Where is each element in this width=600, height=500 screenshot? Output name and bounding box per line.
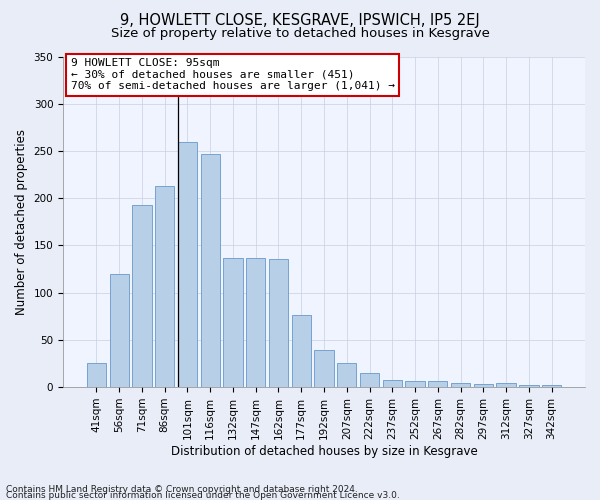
Bar <box>87 364 106 387</box>
Bar <box>360 373 379 387</box>
Text: Contains public sector information licensed under the Open Government Licence v3: Contains public sector information licen… <box>6 491 400 500</box>
Bar <box>542 385 561 387</box>
Text: Size of property relative to detached houses in Kesgrave: Size of property relative to detached ho… <box>110 28 490 40</box>
Bar <box>200 154 220 387</box>
Bar <box>132 205 152 387</box>
Bar <box>406 382 425 387</box>
Bar <box>519 385 539 387</box>
X-axis label: Distribution of detached houses by size in Kesgrave: Distribution of detached houses by size … <box>170 444 478 458</box>
Bar <box>473 384 493 387</box>
Bar <box>451 384 470 387</box>
Bar <box>383 380 402 387</box>
Bar <box>178 142 197 387</box>
Bar <box>428 382 448 387</box>
Bar <box>223 258 242 387</box>
Bar <box>314 350 334 387</box>
Bar <box>110 274 129 387</box>
Bar <box>155 186 175 387</box>
Bar <box>246 258 265 387</box>
Text: Contains HM Land Registry data © Crown copyright and database right 2024.: Contains HM Land Registry data © Crown c… <box>6 485 358 494</box>
Text: 9 HOWLETT CLOSE: 95sqm
← 30% of detached houses are smaller (451)
70% of semi-de: 9 HOWLETT CLOSE: 95sqm ← 30% of detached… <box>71 58 395 92</box>
Text: 9, HOWLETT CLOSE, KESGRAVE, IPSWICH, IP5 2EJ: 9, HOWLETT CLOSE, KESGRAVE, IPSWICH, IP5… <box>120 12 480 28</box>
Bar <box>269 258 288 387</box>
Y-axis label: Number of detached properties: Number of detached properties <box>15 129 28 315</box>
Bar <box>496 384 516 387</box>
Bar <box>337 364 356 387</box>
Bar <box>292 316 311 387</box>
